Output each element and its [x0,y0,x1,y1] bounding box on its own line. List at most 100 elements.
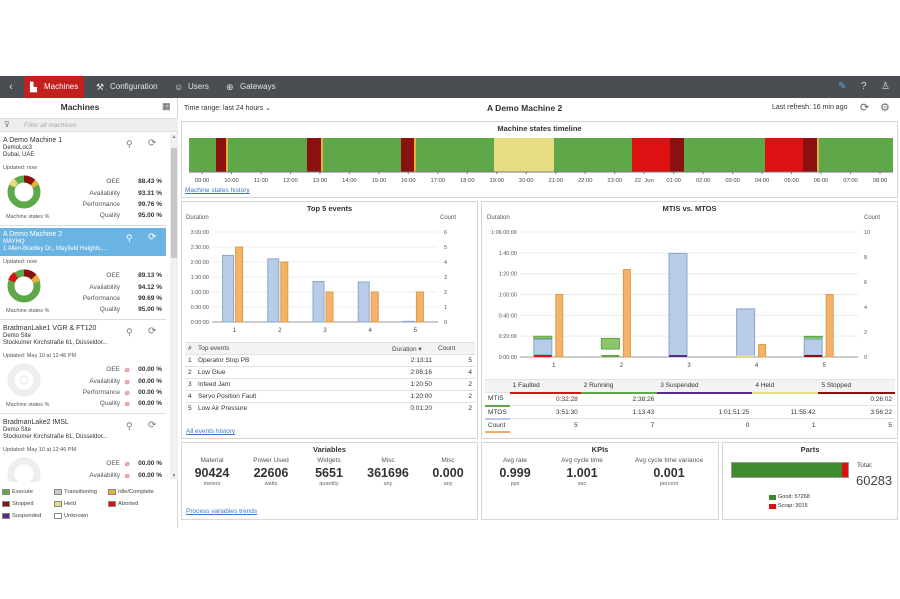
tab-users[interactable]: ☺ Users [168,76,218,98]
timeline-tick-label: 16:00 [401,178,416,184]
variable-label: Power Used [253,457,289,464]
machine-name: BradmanLake1 VGR & FT120 [3,325,97,332]
table-row[interactable]: 1 Operator Stop PB 2:13:11 5 [185,354,475,367]
availability-value: 00.00 % [138,472,162,479]
x-tick-label: 1 [233,328,237,334]
good-swatch [769,495,776,500]
quality-row: Quality 95.00 % [60,212,162,222]
y2-tick-label: 2 [444,290,447,296]
table-cell: 5 [818,418,895,432]
oee-row: OEE 89.13 % [60,272,162,282]
bar-duration [357,281,370,323]
gear-icon[interactable]: ⚙ [880,102,890,114]
oee-label: OEE [106,460,120,467]
help-icon[interactable]: ? [861,81,867,92]
x-tick-label: 1 [552,363,556,369]
variable-value: 361696 [367,466,409,480]
machine-card-4[interactable]: BradmanLake2 IMSL Demo Site Stockumer Ki… [0,416,166,482]
table-cell: Operator Stop PB [195,354,389,367]
machine-card-3[interactable]: BradmanLake1 VGR & FT120 Demo Site Stock… [0,322,166,414]
refresh-icon[interactable]: ⟳ [860,102,870,114]
machines-scrollbar[interactable]: ▲ ▼ [170,134,178,479]
table-row[interactable]: 2 Low Glue 2:06:16 4 [185,366,475,379]
y2-tick-label: 3 [444,275,447,281]
timeline-panel: Machine states timeline 09:00 10:00 11:00 1… [181,121,898,198]
location-pin-icon[interactable]: ⚲ [126,139,133,149]
machine-name: BradmanLake2 IMSL [3,419,69,426]
availability-row: Availability 94.12 % [60,284,162,294]
mtis-title: MTIS vs. MTOS [662,204,717,213]
legend-label: Transitioning [64,489,97,495]
legend-idle-complete: Idle/Complete [108,488,154,496]
table-cell: 5 [509,418,581,432]
wand-icon[interactable]: ✎ [838,81,847,92]
machine-card-header: BradmanLake2 IMSL Demo Site Stockumer Ki… [0,416,166,444]
variable-widgets: Widgets 5651 quantity [299,457,359,487]
variable-value: 0.000 [432,466,464,480]
location-pin-icon[interactable]: ⚲ [126,421,133,431]
bar-duration [222,254,235,323]
machine-card-2[interactable]: A Demo Machine 2 MAYHQ 1 Allen-Bradley D… [0,228,166,320]
quality-value: 00.00 % [138,400,162,407]
table-row[interactable]: 4 Servo Position Fault 1:20:00 2 [185,390,475,403]
tab-gateways[interactable]: ⊕ Gateways [220,76,282,98]
sync-icon[interactable]: ⟳ [148,138,157,149]
oee-label: OEE [106,178,120,185]
table-row[interactable]: 3 Infeed Jam 1:20:50 2 [185,378,475,391]
quality-label: Quality [99,306,120,313]
table-cell: 1:01:51:25 [657,405,753,419]
machine-states-history-link[interactable]: Machine states history [185,187,250,194]
y2-tick-label: 10 [864,230,870,236]
col-event[interactable]: Top events [195,342,389,355]
building-icon[interactable]: ▦ [162,101,171,111]
gateway-icon: ⊕ [226,82,234,92]
table-cell: 2:06:16 [389,366,435,379]
variable-label: Misc [441,457,455,464]
time-range-dropdown[interactable]: Time range: last 24 hours ⌄ [184,105,271,112]
machine-card-1[interactable]: A Demo Machine 1 DemoLoc3 Dubai, UAE ⚲ ⟳… [0,134,166,226]
scroll-up-icon[interactable]: ▲ [171,134,177,140]
col-duration[interactable]: Duration ▾ [389,342,435,355]
all-events-history-link[interactable]: All events history [186,428,236,435]
y-tick-label: 0:20:00 [499,334,517,340]
process-variables-trends-link[interactable]: Process variables trends [186,508,258,515]
performance-value: 99.69 % [138,295,162,302]
scroll-thumb[interactable] [171,148,177,258]
scrap-swatch [769,504,776,509]
legend-label: Stopped [12,501,34,507]
col-count[interactable]: Count [435,342,475,355]
sync-icon[interactable]: ⟳ [148,326,157,337]
y-tick-label: 3:00:00 [191,230,209,236]
timeline-tick-label: 22:00 [577,178,593,184]
table-row[interactable]: 5 Low Air Pressure 0:01:20 2 [185,402,475,415]
timeline-tick-label: 21:00 [548,178,563,184]
legend-label: Held [64,501,76,507]
sync-icon[interactable]: ⟳ [148,232,157,243]
back-button[interactable]: ‹ [9,81,13,93]
tab-configuration[interactable]: ⚒ Configuration [90,76,168,98]
tab-machines[interactable]: ▙ Machines [24,76,84,98]
timeline-tick-label: 02:00 [695,178,711,184]
filter-icon[interactable]: ⊽ [4,120,10,129]
y-tick-label: 0:00:00 [499,355,517,361]
quality-label: Quality [99,212,120,219]
sync-icon[interactable]: ⟳ [148,420,157,431]
top5-ylabel-right: Count [440,215,457,221]
legend-label: Aborted [118,501,139,507]
y2-tick-label: 6 [864,280,867,286]
table-cell: 4 [435,366,475,379]
timeline-tick-label: 20:00 [518,178,534,184]
quality-row: Quality ⊘ 00.00 % [60,400,162,410]
location-pin-icon[interactable]: ⚲ [126,233,133,243]
scroll-down-icon[interactable]: ▼ [171,473,177,479]
location-pin-icon[interactable]: ⚲ [126,327,133,337]
col-held: 4 Held [752,379,819,394]
machine-address: Dubai, UAE [3,152,35,158]
variable-value: 90424 [194,466,230,480]
kpi-cycle-variance: Avg cycle time variance 0.001 percent [624,457,714,487]
col-faulted: 1 Faulted [509,379,581,394]
timeline-tick-label: 08:00 [872,178,888,184]
filter-input[interactable]: Filter all machines [24,122,77,129]
user-icon[interactable]: ♙ [881,81,890,92]
bar-state-base [601,355,620,357]
